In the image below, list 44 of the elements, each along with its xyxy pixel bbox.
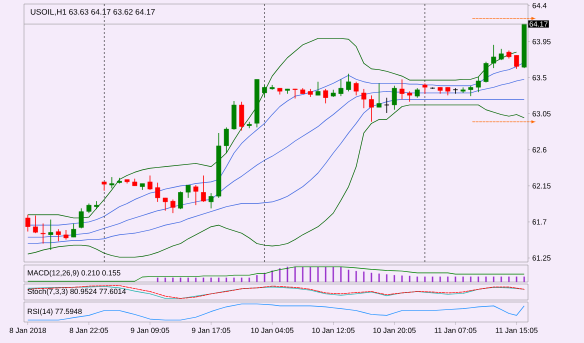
candlestick [193, 184, 198, 206]
candlestick [86, 203, 92, 214]
candlestick [33, 215, 38, 234]
candlestick [484, 61, 488, 83]
candlestick [224, 126, 229, 154]
candlestick [392, 85, 397, 110]
candlestick [292, 88, 298, 99]
candlestick [64, 230, 68, 240]
candlestick [323, 88, 328, 104]
candlestick [40, 223, 46, 244]
candlestick [208, 192, 214, 209]
candlestick [476, 76, 481, 93]
candlestick [25, 214, 30, 232]
candlestick [48, 219, 54, 250]
candlestick [468, 85, 474, 97]
candlestick [514, 54, 519, 70]
candlestick [162, 198, 168, 212]
candlestick [491, 44, 496, 68]
candlestick [316, 81, 320, 96]
candlestick [262, 84, 267, 98]
candlestick [369, 94, 374, 122]
candlestick [338, 78, 344, 97]
candlestick [109, 176, 114, 189]
candlestick [354, 81, 359, 96]
candlestick [384, 97, 390, 114]
candlestick [94, 200, 99, 210]
candlestick [178, 191, 183, 210]
candlestick [170, 199, 176, 214]
candlestick [239, 101, 244, 131]
candlestick [407, 90, 412, 102]
candlestick [155, 182, 160, 202]
candlestick [71, 223, 76, 238]
candlestick [498, 48, 504, 60]
candlestick [201, 175, 206, 202]
candlestick [346, 73, 351, 92]
candlestick [56, 228, 61, 242]
candlestick [186, 184, 191, 198]
candlestick [361, 88, 366, 109]
candlestick [422, 82, 428, 94]
candlestick [414, 88, 420, 98]
candlestick [376, 82, 382, 108]
candlestick [78, 208, 84, 229]
candlestick [400, 78, 404, 100]
candlestick [148, 175, 152, 190]
